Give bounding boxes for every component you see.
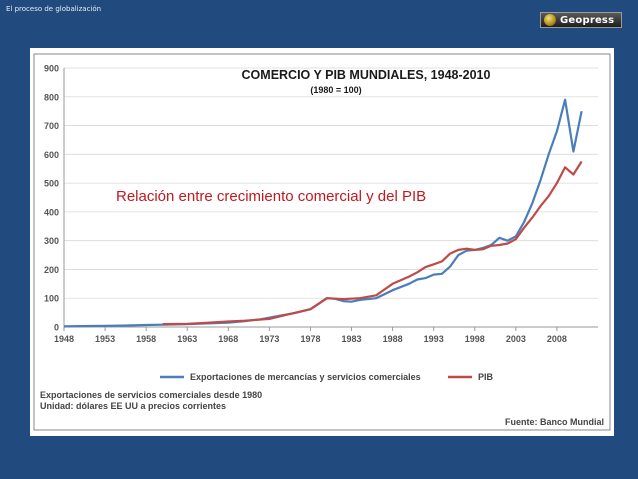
- x-tick-label: 1953: [95, 334, 115, 344]
- x-tick-label: 1948: [54, 334, 74, 344]
- geopress-logo: Geopress: [540, 12, 622, 28]
- chart-panel: 0 100 200 300 400 500 600 700 800 900 1948 1953 195…: [30, 48, 614, 436]
- chart-annotation: Relación entre crecimiento comercial y d…: [116, 188, 427, 205]
- chart-border: [33, 53, 611, 431]
- x-tick-label: 2003: [506, 334, 526, 344]
- y-tick-label: 700: [44, 121, 59, 131]
- globe-icon: [544, 14, 556, 26]
- y-tick-label: 600: [44, 150, 59, 160]
- x-tick-label: 1978: [300, 334, 320, 344]
- chart-source: Fuente: Banco Mundial: [505, 417, 604, 427]
- x-tick-label: 1958: [136, 334, 156, 344]
- y-tick-label: 200: [44, 265, 59, 275]
- x-tick-label: 1973: [259, 334, 279, 344]
- x-tick-label: 1988: [383, 334, 403, 344]
- logo-text: Geopress: [560, 14, 615, 26]
- y-tick-label: 400: [44, 207, 59, 217]
- y-tick-label: 500: [44, 179, 59, 189]
- y-tick-label: 0: [54, 323, 59, 333]
- chart-subtitle: (1980 = 100): [310, 85, 361, 95]
- x-tick-label: 1968: [218, 334, 238, 344]
- series-line-gdp: [162, 160, 583, 326]
- x-tick-label: 1993: [424, 334, 444, 344]
- y-tick-label: 300: [44, 236, 59, 246]
- x-tick-label: 1983: [342, 334, 362, 344]
- x-tick-label: 1998: [465, 334, 485, 344]
- x-tick-label: 1963: [177, 334, 197, 344]
- slide-title: El proceso de globalización: [6, 5, 102, 13]
- y-tick-label: 800: [44, 92, 59, 102]
- chart-title: COMERCIO Y PIB MUNDIALES, 1948-2010: [242, 68, 491, 82]
- x-tick-label: 2008: [547, 334, 567, 344]
- chart-note-1: Exportaciones de servicios comerciales d…: [40, 390, 262, 400]
- chart-note-2: Unidad: dólares EE UU a precios corrient…: [40, 401, 226, 411]
- y-tick-label: 900: [44, 64, 59, 74]
- legend-label: PIB: [478, 372, 494, 382]
- line-chart: 0 100 200 300 400 500 600 700 800 900 1948 1953 195…: [33, 53, 611, 431]
- y-tick-label: 100: [44, 294, 59, 304]
- legend-label: Exportaciones de mercancías y servicios …: [190, 372, 421, 382]
